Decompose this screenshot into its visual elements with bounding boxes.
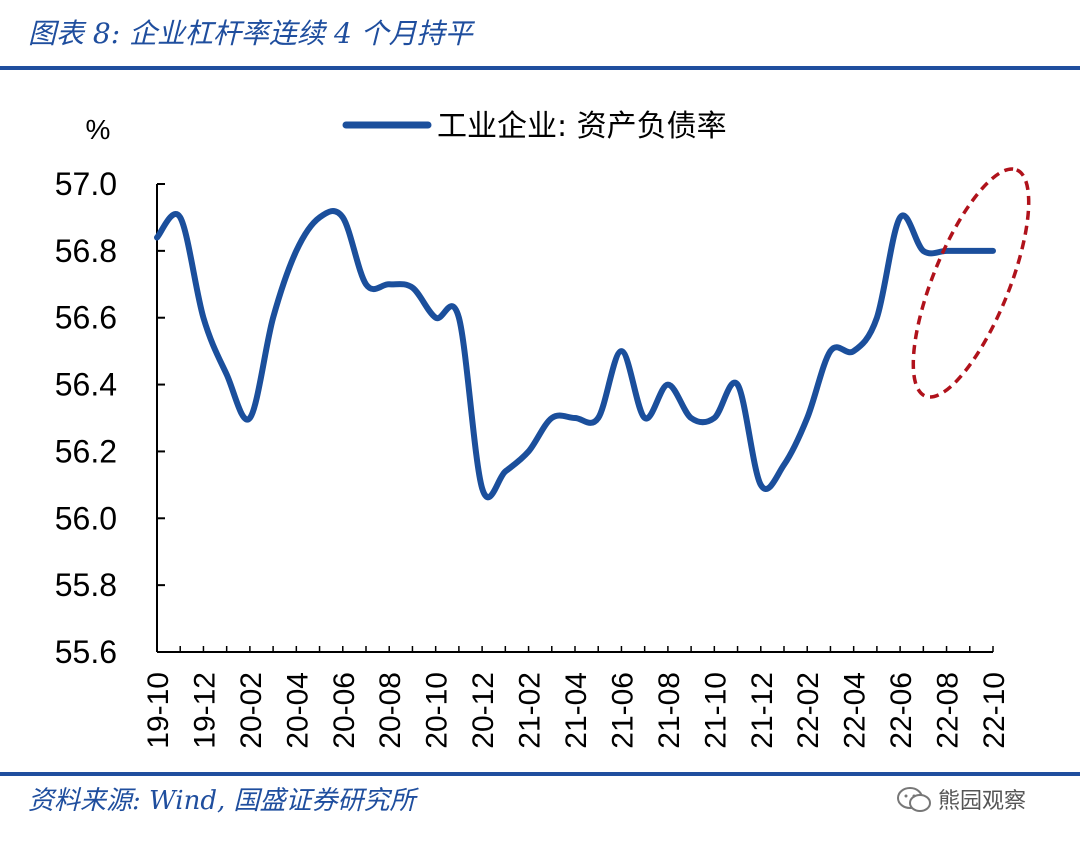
legend: 工业企业: 资产负债率 xyxy=(342,109,727,144)
y-tick-label: 55.8 xyxy=(55,567,117,603)
x-tick-label: 21-06 xyxy=(606,672,639,749)
source-note: 资料来源: Wind, 国盛证券研究所 xyxy=(28,786,416,816)
axes: % xyxy=(86,114,993,653)
annotation-layer xyxy=(911,167,1031,399)
x-tick-label: 22-10 xyxy=(978,672,1011,749)
series-layer xyxy=(154,208,996,501)
y-tick-label: 56.4 xyxy=(55,367,117,403)
x-tick-label: 21-10 xyxy=(699,672,732,749)
x-tick-label: 20-04 xyxy=(281,672,314,749)
x-tick-label: 21-04 xyxy=(560,672,593,749)
x-tick-label: 21-08 xyxy=(653,672,686,749)
x-tick-label: 21-12 xyxy=(746,672,779,749)
y-tick-label: 56.0 xyxy=(55,500,117,536)
watermark: 熊园观察 xyxy=(938,789,1027,814)
x-tick-label: 20-08 xyxy=(374,672,407,749)
x-tick-label: 20-02 xyxy=(235,672,268,749)
y-axis-ticks: 57.0 56.8 56.6 56.4 56.2 56.0 55.8 55.6 xyxy=(55,166,165,670)
x-tick-label: 20-06 xyxy=(328,672,361,749)
x-tick-label: 22-08 xyxy=(932,672,965,749)
x-tick-label: 21-02 xyxy=(514,672,547,749)
footer-rule xyxy=(0,772,1080,776)
x-tick-label: 19-12 xyxy=(188,672,221,749)
x-tick-label: 22-02 xyxy=(792,672,825,749)
line-chart: % 57.0 56.8 56.6 56.4 56.2 56.0 55.8 55.6 19-10… xyxy=(55,109,1031,749)
y-tick-label: 56.2 xyxy=(55,433,117,469)
title-rule xyxy=(0,66,1080,70)
y-tick-label: 56.6 xyxy=(55,300,117,336)
y-axis-unit-label: % xyxy=(86,114,111,145)
y-tick-label: 57.0 xyxy=(55,166,117,202)
x-tick-label: 22-06 xyxy=(885,672,918,749)
legend-label: 工业企业: 资产负债率 xyxy=(437,109,727,144)
highlight-ellipse xyxy=(911,167,1031,399)
y-tick-label: 56.8 xyxy=(55,233,117,269)
x-tick-label: 19-10 xyxy=(142,672,175,749)
x-tick-label: 22-04 xyxy=(839,672,872,749)
x-tick-label: 20-12 xyxy=(467,672,500,749)
wechat-icon xyxy=(897,787,931,812)
x-tick-label: 20-10 xyxy=(421,672,454,749)
figure-title: 图表 8: 企业杠杆率连续 4 个月持平 xyxy=(28,17,473,50)
x-axis-ticks: 19-10 19-12 20-02 20-04 20-06 20-08 20-10 20-12… xyxy=(142,646,1011,749)
series-line xyxy=(154,208,996,501)
y-tick-label: 55.6 xyxy=(55,634,117,670)
